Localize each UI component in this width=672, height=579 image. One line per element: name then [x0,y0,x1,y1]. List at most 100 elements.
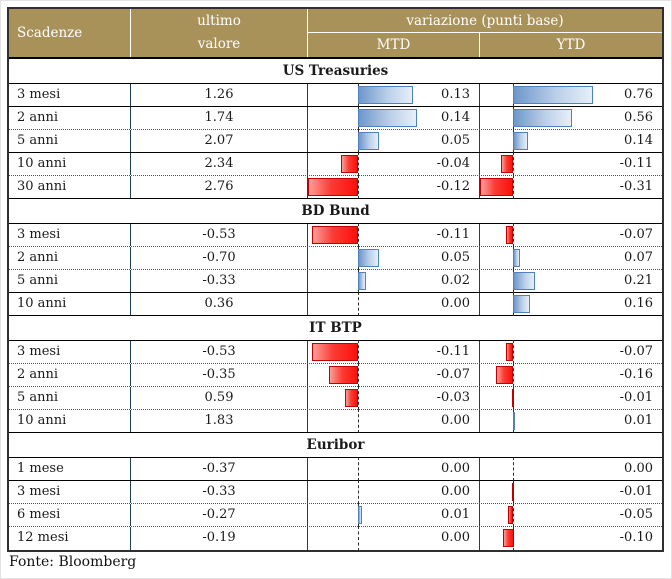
mtd-axis-line [358,386,359,410]
mtd-cell: 0.00 [308,480,480,504]
mtd-value: 0.00 [441,296,470,311]
mtd-cell: -0.03 [308,386,480,410]
mtd-bar [311,343,358,361]
ytd-axis-line [513,503,514,527]
ytd-cell: 0.00 [480,457,662,481]
header-maturity: Scadenze [9,9,131,57]
ytd-bar [513,86,593,104]
maturity-label: 3 mesi [9,341,131,363]
maturity-label: 3 mesi [9,481,131,503]
mtd-axis-line [358,480,359,504]
header-variation: variazione (punti base) [308,9,662,33]
ytd-value: 0.00 [624,461,653,476]
ytd-bar [513,109,572,127]
ytd-value: -0.01 [619,390,653,405]
header-last-value-line2: valore [197,36,241,52]
mtd-cell: 0.01 [308,503,480,527]
ytd-bar [511,483,514,501]
mtd-value: -0.12 [436,179,470,194]
ytd-bar [507,506,513,524]
mtd-cell: -0.11 [308,223,480,247]
ytd-value: -0.31 [619,179,653,194]
mtd-cell: -0.07 [308,363,480,387]
ytd-cell: -0.31 [480,175,662,199]
ytd-bar [501,155,514,173]
last-value: -0.70 [131,247,308,269]
ytd-cell: -0.07 [480,223,662,247]
last-value: -0.19 [131,527,308,550]
header-variation-group: variazione (punti base) MTD YTD [308,9,662,57]
header-maturity-label: Scadenze [17,25,83,41]
mtd-value: -0.11 [436,227,470,242]
mtd-bar [358,506,362,524]
last-value: -0.35 [131,364,308,386]
header-variation-subcolumns: MTD YTD [308,33,662,57]
section-title: BD Bund [9,199,662,224]
ytd-axis-line [513,175,514,199]
mtd-cell: 0.14 [308,106,480,130]
mtd-value: 0.01 [441,507,470,522]
mtd-cell: 0.13 [308,83,480,107]
table-row: 30 anni 2.76 -0.12 -0.31 [9,175,662,199]
mtd-axis-line [358,409,359,433]
source-note: Fonte: Bloomberg [9,554,137,570]
mtd-cell: 0.05 [308,129,480,153]
table-row: 2 anni -0.70 0.05 0.07 [9,246,662,270]
table-row: 3 mesi 1.26 0.13 0.76 [9,83,662,107]
last-value: -0.27 [131,504,308,526]
mtd-cell: 0.02 [308,269,480,293]
maturity-label: 2 anni [9,364,131,386]
maturity-label: 3 mesi [9,224,131,246]
last-value: -0.33 [131,270,308,292]
mtd-value: 0.00 [441,461,470,476]
maturity-label: 1 mese [9,458,131,480]
ytd-value: 0.21 [624,273,653,288]
ytd-value: 0.76 [624,87,653,102]
mtd-bar [358,109,417,127]
last-value: 0.59 [131,387,308,409]
header-last-value: ultimo valore [131,9,308,57]
last-value: 2.76 [131,176,308,198]
maturity-label: 30 anni [9,176,131,198]
mtd-axis-line [358,457,359,481]
ytd-bar [496,366,514,384]
ytd-value: 0.16 [624,296,653,311]
table-row: 5 anni 2.07 0.05 0.14 [9,129,662,153]
table-body: US Treasuries 3 mesi 1.26 0.13 0.76 2 anni 1.7… [9,59,662,551]
ytd-bar [505,343,513,361]
ytd-bar [480,178,514,196]
ytd-cell: -0.01 [480,386,662,410]
mtd-value: 0.05 [441,250,470,265]
table-row: 6 mesi -0.27 0.01 -0.05 [9,503,662,527]
maturity-label: 10 anni [9,410,131,432]
last-value: 1.26 [131,84,308,106]
mtd-bar [358,272,366,290]
ytd-cell: 0.56 [480,106,662,130]
mtd-bar [341,155,359,173]
maturity-label: 10 anni [9,153,131,175]
mtd-cell: 0.00 [308,409,480,433]
ytd-cell: -0.10 [480,526,662,551]
ytd-axis-line [513,363,514,387]
ytd-cell: 0.21 [480,269,662,293]
ytd-bar [513,132,528,150]
table-row: 1 mese -0.37 0.00 0.00 [9,457,662,481]
ytd-cell: -0.11 [480,152,662,176]
table-row: 2 anni -0.35 -0.07 -0.16 [9,363,662,387]
header-variation-label: variazione (punti base) [406,12,564,29]
mtd-cell: 0.00 [308,526,480,551]
ytd-value: -0.05 [619,507,653,522]
mtd-value: 0.00 [441,484,470,499]
mtd-bar [358,249,379,267]
last-value: -0.37 [131,458,308,480]
header-mtd-label: MTD [376,37,411,53]
section-title: IT BTP [9,316,662,341]
mtd-value: -0.03 [436,390,470,405]
maturity-label: 12 mesi [9,527,131,550]
table-row: 5 anni -0.33 0.02 0.21 [9,269,662,293]
ytd-value: -0.07 [619,227,653,242]
mtd-axis-line [358,175,359,199]
ytd-cell: 0.01 [480,409,662,433]
mtd-bar [328,366,358,384]
mtd-value: -0.07 [436,367,470,382]
